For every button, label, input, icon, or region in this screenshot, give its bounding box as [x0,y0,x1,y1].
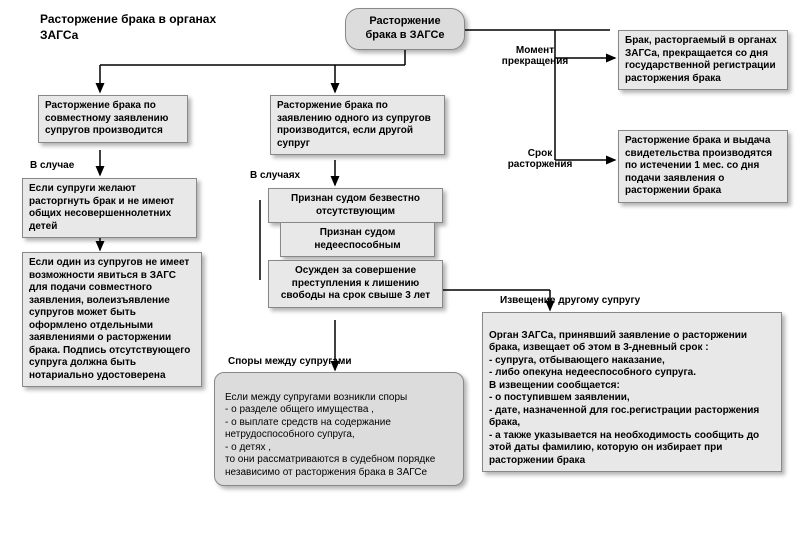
box-b3: Брак, расторгаемый в органах ЗАГСа, прек… [618,30,788,90]
box-b9: Осужден за совершение преступления к лиш… [268,260,443,308]
central-node: Расторжение брака в ЗАГСе [345,8,465,50]
label-case2: В случаях [250,170,300,181]
b10-text: Если между супругами возникли споры - о … [225,392,435,478]
box-b10: Если между супругами возникли споры - о … [214,372,464,486]
box-b1: Расторжение брака по совместному заявлен… [38,95,188,143]
box-b5: Если супруги желают расторгнуть брак и н… [22,178,197,238]
box-b7: Признан судом безвестно отсутствующим [268,188,443,223]
label-case1: В случае [30,160,74,171]
label-disputes: Споры между супругами [228,356,352,367]
box-b11: Орган ЗАГСа, принявший заявление о расто… [482,312,782,472]
box-b4: Расторжение брака и выдача свидетельства… [618,130,788,203]
label-term: Срок расторжения [495,148,585,170]
box-b6: Если один из супругов не имеет возможнос… [22,252,202,387]
box-b8: Признан судом недееспособным [280,222,435,257]
b1-text: Расторжение брака по совместному заявлен… [45,100,168,136]
main-title: Расторжение брака в органах ЗАГСа [40,12,220,43]
label-notice: Извещение другому супругу [500,295,640,306]
b4-text: Расторжение брака и выдача свидетельства… [625,135,772,196]
label-moment: Момент прекращения [495,45,575,67]
b11-text: Орган ЗАГСа, принявший заявление о расто… [489,330,759,466]
b3-text: Брак, расторгаемый в органах ЗАГСа, прек… [625,35,777,84]
box-b2: Расторжение брака по заявлению одного из… [270,95,445,155]
b2-text: Расторжение брака по заявлению одного из… [277,100,431,149]
